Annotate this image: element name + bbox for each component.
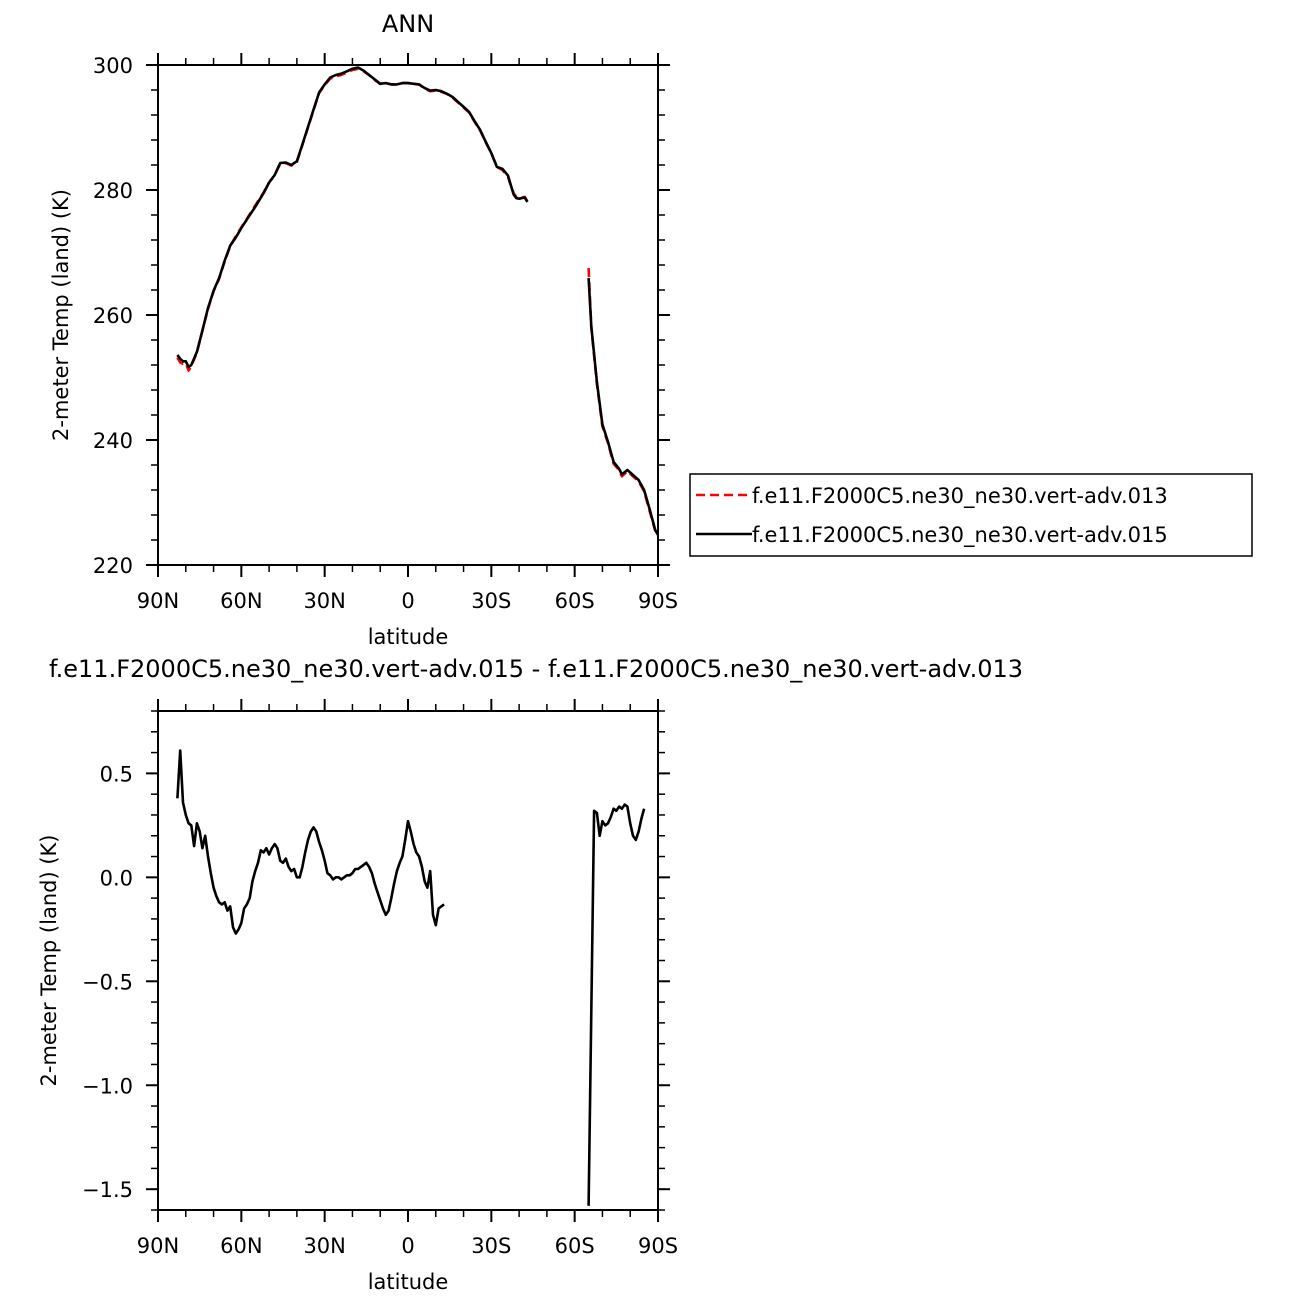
panel1-y-tick-label: 220 [93,554,133,578]
panel2-series-group [176,749,646,1206]
panel1-series-2-line [587,278,658,536]
panel1-y-tick-label: 300 [93,54,133,78]
panel1-y-tick-label: 280 [93,179,133,203]
panel2-y-tick-label: −1.5 [82,1178,133,1202]
panel1-plot-frame [157,64,659,566]
panel1-y-tick-label: 240 [93,429,133,453]
panel1-y-axis-title: 2-meter Temp (land) (K) [49,189,73,441]
panel2-y-tick-label: 0.5 [100,762,133,786]
legend-box [689,473,1253,557]
panel2-title: f.e11.F2000C5.ne30_ne30.vert-adv.015 - f… [49,655,1023,683]
panel1-x-tick-label: 0 [401,589,414,613]
panel1-x-tick-label: 60S [555,589,595,613]
panel1-x-axis-title: latitude [368,625,449,649]
panel1-x-tick-label: 30S [471,589,511,613]
panel2-plot-frame [157,710,659,1211]
panel1-series-1-line [176,67,529,372]
panel2-x-tick-label: 60N [220,1234,262,1258]
panel1-x-tick-label: 60N [220,589,262,613]
panel2-x-tick-label: 60S [555,1234,595,1258]
panel1-series-group [176,66,658,537]
panel2-x-tick-label: 0 [401,1234,414,1258]
panel2-x-tick-label: 90N [137,1234,179,1258]
panel2-y-axis-title: 2-meter Temp (land) (K) [37,835,61,1087]
panel2-x-tick-label: 30N [303,1234,345,1258]
legend-label-2: f.e11.F2000C5.ne30_ne30.vert-adv.015 [752,523,1168,548]
panel2-series-1-line [176,749,445,935]
panel2-y-tick-label: −1.0 [82,1074,133,1098]
panel2-x-tick-label: 90S [638,1234,678,1258]
panel2-y-tick-label: 0.0 [100,866,133,890]
panel2-series-1-line [587,803,646,1206]
panel2-x-axis-title: latitude [368,1270,449,1294]
legend-label-1: f.e11.F2000C5.ne30_ne30.vert-adv.013 [752,484,1168,509]
panel1-series-2-line [176,66,529,369]
panel2-y-tick-label: −0.5 [82,970,133,994]
panel1-title: ANN [382,10,434,38]
panel1-x-tick-label: 30N [303,589,345,613]
panel1-y-tick-label: 260 [93,304,133,328]
panel2-x-tick-label: 30S [471,1234,511,1258]
panel1-x-tick-label: 90N [137,589,179,613]
panel1-x-tick-label: 90S [638,589,678,613]
